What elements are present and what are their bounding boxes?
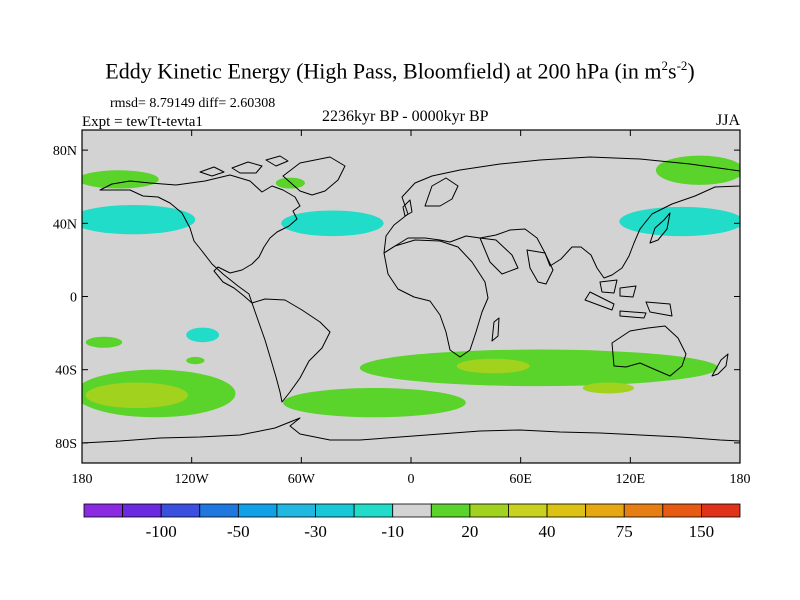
colorbar-label: -50 xyxy=(227,522,250,541)
anomaly-south-pacific-tropics xyxy=(85,336,123,348)
lon-tick-label: 120E xyxy=(616,472,646,487)
lat-tick-label: 40S xyxy=(55,364,77,379)
coast-new-zealand xyxy=(711,353,729,377)
coast-japan xyxy=(649,212,671,244)
axis-tick-labels: 80N 40N 0 40S 80S 180 120W 60W 0 60E 120E 180 xyxy=(53,144,751,487)
stats-label: rmsd= 8.79149 diff= 2.60308 xyxy=(110,96,276,111)
colorbar-swatch xyxy=(662,503,702,518)
colorbar-swatch xyxy=(392,503,432,518)
colorbar-swatch xyxy=(701,503,741,518)
anomaly-east-pacific-south xyxy=(186,327,220,343)
lon-tick-label: 60E xyxy=(509,472,532,487)
colorbar-swatch xyxy=(546,503,587,518)
period-label: 2236kyr BP - 0000kyr BP xyxy=(322,108,489,125)
coast-india xyxy=(526,249,554,285)
anomaly-arctic-west xyxy=(82,170,159,189)
colorbar-swatch xyxy=(469,503,509,518)
anomaly-north-pacific-east xyxy=(619,206,740,237)
colorbar-label: -10 xyxy=(381,522,404,541)
coast-madagascar xyxy=(491,317,500,342)
colorbar-swatch xyxy=(315,503,355,518)
coast-antarctica xyxy=(82,417,740,444)
colorbar-label: -30 xyxy=(304,522,327,541)
colorbar-label: 75 xyxy=(616,522,633,541)
anomaly-south-pacific-core xyxy=(85,382,189,409)
anomaly-north-pacific-west xyxy=(82,205,196,235)
coast-africa xyxy=(383,239,489,358)
lat-tick-label: 0 xyxy=(70,291,77,306)
colorbar-label: 20 xyxy=(461,522,478,541)
coast-south-america xyxy=(251,298,331,403)
axis-ticks xyxy=(81,130,741,463)
colorbar-swatch xyxy=(199,503,239,518)
colorbar-label: 150 xyxy=(689,522,715,541)
colorbar-swatch xyxy=(585,503,625,518)
anomaly-north-atlantic xyxy=(281,210,384,237)
anomaly-southern-ocean-east xyxy=(283,387,466,418)
coast-arabia xyxy=(479,237,519,275)
colorbar: -100 -50 -30 -10 20 40 75 150 xyxy=(83,503,741,541)
lat-tick-label: 80N xyxy=(53,144,77,159)
anomaly-east-pacific-small xyxy=(186,356,205,365)
coast-scandinavia xyxy=(424,177,459,207)
experiment-label: Expt = tewTt-tevta1 xyxy=(82,114,203,130)
coast-british-isles xyxy=(402,199,413,217)
lat-tick-label: 80S xyxy=(55,437,77,452)
coast-eurasia xyxy=(383,156,740,279)
season-label: JJA xyxy=(715,112,740,129)
anomaly-south-indian-core xyxy=(582,382,634,394)
colorbar-swatch xyxy=(83,503,123,518)
colorbar-swatch xyxy=(122,503,162,518)
colorbar-label: 40 xyxy=(539,522,556,541)
colorbar-swatch xyxy=(430,503,471,518)
coast-indonesia xyxy=(584,279,673,319)
lon-tick-label: 180 xyxy=(730,472,751,487)
colorbar-swatch xyxy=(237,503,278,518)
coast-greenland xyxy=(282,156,346,196)
lon-tick-label: 60W xyxy=(288,472,316,487)
anomaly-arctic-east xyxy=(655,155,740,185)
plot-title: Eddy Kinetic Energy (High Pass, Bloomfie… xyxy=(105,58,695,84)
colorbar-swatch xyxy=(508,503,548,518)
coast-arctic-islands xyxy=(199,155,289,177)
colorbar-swatch xyxy=(160,503,201,518)
lat-tick-label: 40N xyxy=(53,217,77,232)
coastlines xyxy=(82,155,740,444)
coast-north-america xyxy=(99,174,301,304)
lon-tick-label: 120W xyxy=(175,472,210,487)
lon-tick-label: 0 xyxy=(408,472,415,487)
colorbar-swatch xyxy=(623,503,664,518)
colorbar-swatch xyxy=(276,503,316,518)
colorbar-swatch xyxy=(353,503,394,518)
coast-australia xyxy=(611,325,687,377)
anomaly-south-indian-belt xyxy=(359,349,719,387)
lon-tick-label: 180 xyxy=(72,472,93,487)
colorbar-label: -100 xyxy=(146,522,177,541)
anomaly-indian-ocean-core xyxy=(456,358,530,374)
